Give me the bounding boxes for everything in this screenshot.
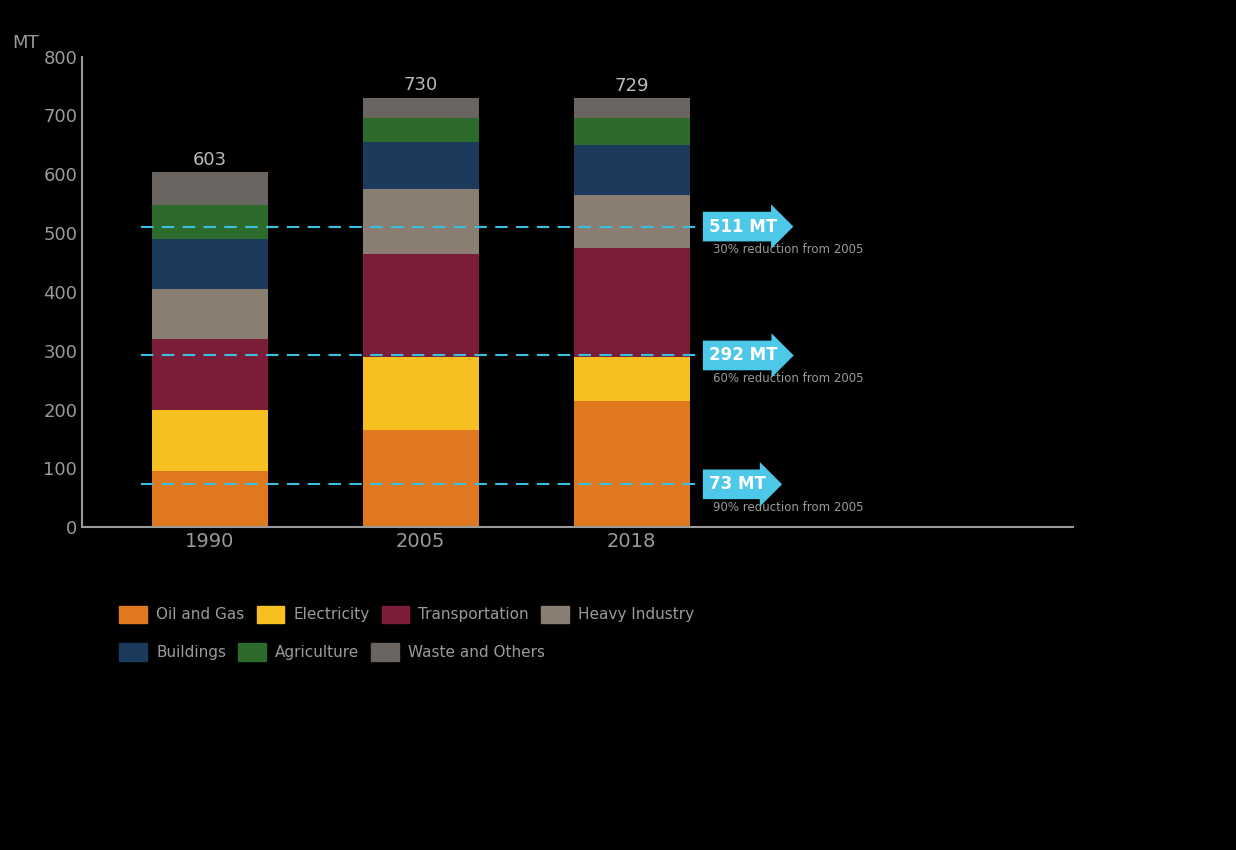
Bar <box>152 339 268 410</box>
Bar <box>574 99 690 118</box>
Bar <box>152 472 268 527</box>
Bar <box>574 357 690 401</box>
Bar <box>362 189 478 253</box>
Text: 511 MT: 511 MT <box>708 218 777 235</box>
Bar <box>574 195 690 248</box>
Text: 90% reduction from 2005: 90% reduction from 2005 <box>713 501 864 513</box>
Bar <box>574 401 690 527</box>
Text: MT: MT <box>12 34 40 52</box>
Text: 729: 729 <box>614 76 649 95</box>
Bar <box>152 173 268 205</box>
Bar <box>362 142 478 189</box>
Text: 292 MT: 292 MT <box>708 347 777 365</box>
Text: 30% reduction from 2005: 30% reduction from 2005 <box>713 243 863 256</box>
Bar <box>362 253 478 357</box>
Bar <box>574 118 690 144</box>
Bar <box>362 98 478 118</box>
Bar <box>574 144 690 195</box>
Text: 60% reduction from 2005: 60% reduction from 2005 <box>713 372 864 385</box>
Bar <box>362 430 478 527</box>
Bar <box>362 118 478 142</box>
Legend: Buildings, Agriculture, Waste and Others: Buildings, Agriculture, Waste and Others <box>120 643 545 660</box>
Text: 73 MT: 73 MT <box>708 475 765 493</box>
Bar <box>152 205 268 239</box>
Bar <box>574 248 690 357</box>
Bar <box>152 289 268 339</box>
Bar <box>152 410 268 472</box>
Text: 603: 603 <box>193 151 226 169</box>
Bar <box>362 357 478 430</box>
Bar <box>152 239 268 289</box>
Text: 730: 730 <box>404 76 438 94</box>
